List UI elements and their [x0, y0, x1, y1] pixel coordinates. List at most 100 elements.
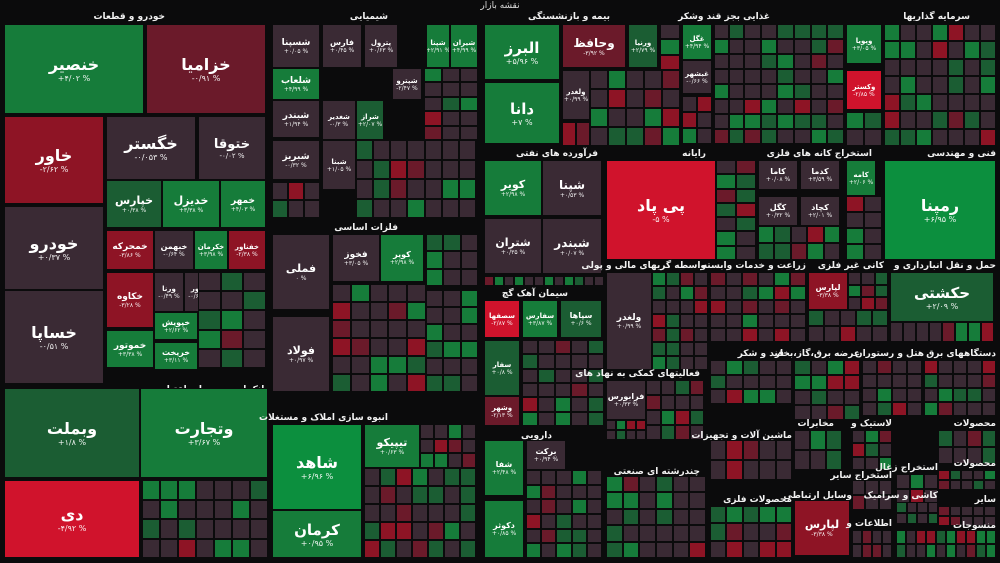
- stock-tile-small[interactable]: [407, 374, 426, 392]
- stock-tile-small[interactable]: [428, 504, 444, 522]
- stock-tile-small[interactable]: [594, 276, 604, 286]
- stock-tile-small[interactable]: [972, 480, 985, 490]
- stock-tile-small[interactable]: [442, 96, 460, 112]
- stock-tile-small[interactable]: [675, 425, 690, 440]
- stock-tile-small[interactable]: [250, 499, 268, 519]
- stock-tile-small[interactable]: [694, 342, 708, 356]
- stock-tile-small[interactable]: [443, 341, 461, 358]
- stock-tile-small[interactable]: [810, 129, 828, 144]
- stock-tile-small[interactable]: [884, 93, 900, 112]
- stock-tile-small[interactable]: [872, 544, 882, 558]
- stock-tile-small[interactable]: [846, 244, 864, 260]
- stock-tile[interactable]: کویر +۲/۹۸ %: [380, 234, 424, 282]
- stock-tile-small[interactable]: [862, 530, 872, 544]
- stock-tile-small[interactable]: [356, 159, 374, 179]
- stock-tile-small[interactable]: [675, 395, 690, 410]
- stock-tile-small[interactable]: [856, 326, 872, 342]
- stock-tile-small[interactable]: [907, 360, 922, 374]
- stock-tile-small[interactable]: [807, 226, 824, 243]
- stock-tile-small[interactable]: [538, 383, 555, 398]
- stock-tile-small[interactable]: [808, 326, 824, 342]
- stock-tile-small[interactable]: [729, 84, 744, 99]
- stock-tile-small[interactable]: [742, 360, 760, 375]
- stock-tile-small[interactable]: [680, 356, 694, 370]
- stock-tile-small[interactable]: [644, 108, 662, 127]
- stock-tile-small[interactable]: [646, 410, 661, 425]
- stock-tile-small[interactable]: [877, 388, 892, 402]
- stock-tile-small[interactable]: [726, 374, 743, 390]
- stock-tile[interactable]: سفار +۰/۸ %: [484, 340, 520, 396]
- stock-tile-small[interactable]: [356, 140, 374, 160]
- stock-tile-small[interactable]: [884, 58, 900, 77]
- stock-tile-small[interactable]: [972, 516, 985, 526]
- stock-tile-small[interactable]: [460, 540, 476, 558]
- stock-tile-small[interactable]: [956, 530, 966, 544]
- stock-tile-small[interactable]: [981, 374, 996, 388]
- stock-tile-small[interactable]: [448, 453, 462, 468]
- stock-tile-small[interactable]: [460, 290, 478, 307]
- stock-tile[interactable]: سصفها -۲/۸۷ %: [484, 300, 520, 338]
- stock-tile-small[interactable]: [938, 402, 953, 416]
- stock-tile-small[interactable]: [843, 405, 860, 420]
- stock-tile-small[interactable]: [243, 291, 266, 311]
- stock-tile-small[interactable]: [729, 114, 744, 129]
- stock-tile-small[interactable]: [964, 58, 980, 77]
- stock-tile-small[interactable]: [424, 125, 442, 140]
- stock-tile-small[interactable]: [460, 341, 478, 358]
- stock-tile-small[interactable]: [407, 284, 426, 302]
- stock-tile-small[interactable]: [952, 447, 967, 464]
- stock-tile-small[interactable]: [952, 374, 968, 388]
- stock-tile-small[interactable]: [774, 272, 790, 286]
- stock-tile[interactable]: شپنا +۲/۹۱ %: [426, 24, 450, 68]
- stock-tile-small[interactable]: [736, 160, 756, 175]
- stock-tile-small[interactable]: [807, 243, 824, 260]
- stock-tile-small[interactable]: [714, 84, 729, 99]
- stock-tile-small[interactable]: [916, 41, 932, 59]
- stock-tile-small[interactable]: [694, 356, 708, 370]
- stock-tile-small[interactable]: [662, 108, 680, 127]
- stock-tile[interactable]: سفارس +۳/۸۷ %: [522, 300, 558, 338]
- stock-tile-small[interactable]: [827, 24, 844, 39]
- stock-tile-small[interactable]: [462, 424, 476, 439]
- stock-tile-small[interactable]: [590, 108, 608, 127]
- stock-tile-small[interactable]: [775, 440, 792, 460]
- stock-tile-small[interactable]: [697, 96, 712, 112]
- stock-tile-small[interactable]: [794, 39, 811, 54]
- stock-tile-small[interactable]: [852, 544, 862, 558]
- stock-tile-small[interactable]: [541, 514, 557, 529]
- stock-tile-small[interactable]: [388, 320, 408, 338]
- stock-tile-small[interactable]: [460, 468, 476, 486]
- stock-tile-small[interactable]: [744, 39, 761, 54]
- stock-tile-small[interactable]: [758, 272, 774, 286]
- stock-tile-small[interactable]: [794, 114, 811, 129]
- stock-tile-small[interactable]: [827, 390, 844, 405]
- stock-tile-small[interactable]: [826, 430, 842, 450]
- stock-tile-small[interactable]: [736, 231, 756, 246]
- stock-tile-small[interactable]: [198, 272, 221, 292]
- stock-tile-small[interactable]: [364, 486, 380, 504]
- stock-tile-small[interactable]: [694, 314, 708, 328]
- stock-tile-small[interactable]: [622, 541, 640, 558]
- stock-tile[interactable]: دکوثر +۰/۸۵ %: [484, 500, 524, 558]
- stock-tile-small[interactable]: [554, 276, 564, 286]
- stock-tile-small[interactable]: [846, 129, 864, 146]
- stock-tile-small[interactable]: [660, 395, 675, 410]
- stock-tile[interactable]: خکاوه -۳/۲۸ %: [106, 272, 154, 328]
- stock-tile-small[interactable]: [742, 506, 760, 524]
- stock-tile-small[interactable]: [948, 128, 964, 146]
- stock-tile-small[interactable]: [744, 129, 761, 144]
- stock-tile-small[interactable]: [160, 519, 178, 539]
- stock-tile-small[interactable]: [981, 360, 996, 374]
- stock-tile-small[interactable]: [794, 129, 811, 144]
- stock-tile-small[interactable]: [586, 543, 602, 558]
- stock-tile-small[interactable]: [967, 402, 982, 416]
- stock-tile-small[interactable]: [726, 272, 742, 286]
- stock-tile-small[interactable]: [810, 114, 828, 129]
- stock-tile-small[interactable]: [790, 300, 806, 314]
- stock-tile[interactable]: خنصیر +۴/۰۲ %: [4, 24, 144, 114]
- stock-tile-small[interactable]: [916, 24, 932, 42]
- stock-tile-small[interactable]: [412, 540, 428, 558]
- stock-tile-small[interactable]: [680, 328, 694, 342]
- stock-tile-small[interactable]: [407, 356, 426, 374]
- stock-tile-small[interactable]: [892, 374, 907, 388]
